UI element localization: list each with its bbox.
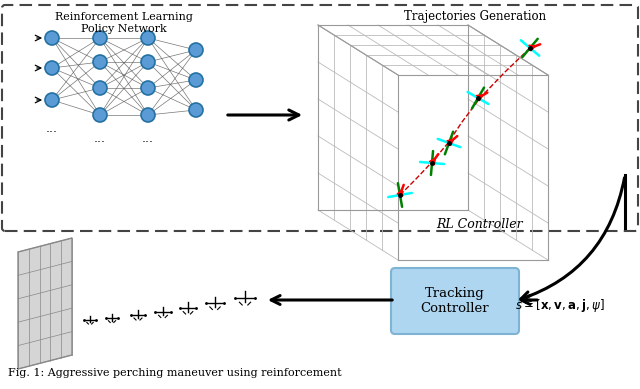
Circle shape <box>93 55 107 69</box>
Circle shape <box>45 61 59 75</box>
Text: ...: ... <box>94 131 106 144</box>
FancyBboxPatch shape <box>2 5 638 231</box>
Circle shape <box>93 31 107 45</box>
Text: ...: ... <box>46 121 58 135</box>
Text: Trajectories Generation: Trajectories Generation <box>404 10 546 23</box>
Circle shape <box>45 93 59 107</box>
Text: RL Controller: RL Controller <box>436 218 524 231</box>
Circle shape <box>45 31 59 45</box>
Circle shape <box>93 81 107 95</box>
Circle shape <box>141 108 155 122</box>
Circle shape <box>189 73 203 87</box>
Text: $s = [\mathbf{x}, \mathbf{v}, \mathbf{a}, \mathbf{j}, \psi]$: $s = [\mathbf{x}, \mathbf{v}, \mathbf{a}… <box>515 296 605 314</box>
Text: Reinforcement Learning
Policy Network: Reinforcement Learning Policy Network <box>55 12 193 33</box>
Circle shape <box>141 55 155 69</box>
Circle shape <box>141 31 155 45</box>
Circle shape <box>189 103 203 117</box>
Text: Tracking
Controller: Tracking Controller <box>420 287 490 315</box>
Text: ...: ... <box>142 131 154 144</box>
Circle shape <box>93 108 107 122</box>
Text: Fig. 1: Aggressive perching maneuver using reinforcement: Fig. 1: Aggressive perching maneuver usi… <box>8 368 342 378</box>
Circle shape <box>141 81 155 95</box>
Polygon shape <box>18 238 72 369</box>
Circle shape <box>189 43 203 57</box>
FancyBboxPatch shape <box>391 268 519 334</box>
